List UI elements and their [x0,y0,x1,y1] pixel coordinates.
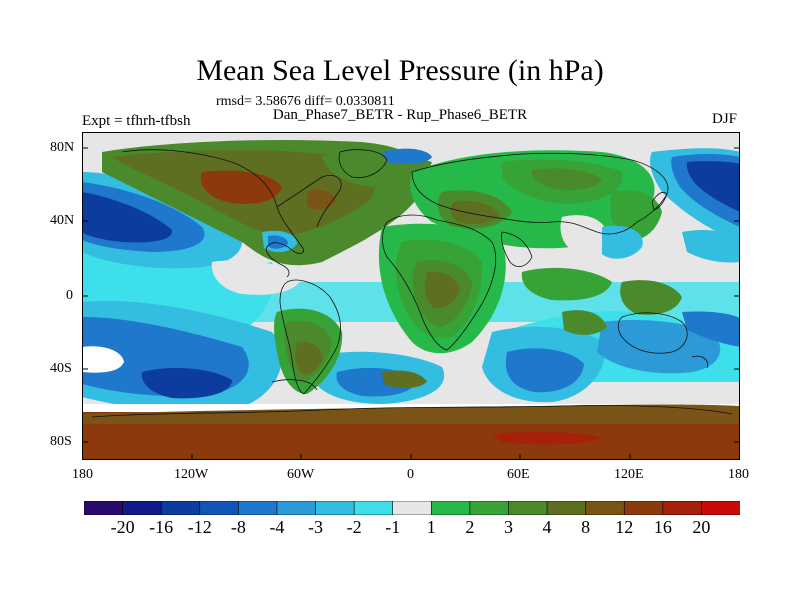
lat-label-40s: 40S [50,361,72,376]
colorbar-label: -2 [346,517,362,537]
coastlines [91,149,733,418]
colorbar-swatch [430,501,471,515]
lon-label-0: 0 [407,467,414,482]
colorbar-swatch [662,501,703,515]
lat-label-40n: 40N [50,213,75,228]
colorbar-label: -1 [385,517,401,537]
colorbar-label: -8 [230,517,246,537]
colorbar-swatch [276,501,317,515]
south-america-outline [279,279,341,395]
colorbar-label: -4 [269,517,285,537]
north-america-east-outline [276,175,342,228]
lat-label-0: 0 [66,288,73,303]
colorbar [84,501,740,515]
colorbar-label: 20 [692,517,711,537]
colorbar-swatch [122,501,162,515]
antarctica-outline [91,405,733,418]
field-layer [82,132,740,460]
statistics-line: rmsd= 3.58676 diff= 0.0330811 [216,94,395,109]
australia-outline [617,312,688,354]
pressure-map [82,132,740,460]
colorbar-swatch [585,501,626,515]
colorbar-label: 12 [615,517,634,537]
lon-label-60w: 60W [287,467,315,482]
colorbar-label: -20 [110,517,135,537]
lon-label-120w: 120W [174,467,209,482]
colorbar-swatch [238,501,278,515]
colorbar-swatch [546,501,587,515]
lon-label-120e: 120E [614,467,644,482]
lat-label-80n: 80N [50,140,75,155]
colorbar-label: -16 [149,517,174,537]
colorbar-label: 4 [542,517,552,537]
patagonia-outline [271,379,318,391]
colorbar-label: 16 [653,517,672,537]
colorbar-swatch [199,501,240,515]
colorbar-swatch [353,501,394,515]
season-label: DJF [712,111,738,127]
colorbar-label: 1 [426,517,436,537]
colorbar-swatch [392,501,433,515]
colorbar-swatch [160,501,201,515]
colorbar-label: 8 [581,517,591,537]
colorbar-swatch [469,501,510,515]
colorbar-swatch [623,501,664,515]
lat-label-80s: 80S [50,434,72,449]
colorbar-label: -12 [187,517,212,537]
colorbar-label: -3 [308,517,324,537]
north-america-outline [121,149,305,278]
lon-label-180w: 180 [72,467,93,482]
experiment-label: Expt = tfhrh-tfbsh [82,113,191,129]
africa-outline [382,214,497,351]
lon-label-60e: 60E [507,467,530,482]
colorbar-swatch [315,501,355,515]
colorbar-label: 3 [503,517,513,537]
subtitle: Dan_Phase7_BETR - Rup_Phase6_BETR [272,107,528,123]
colorbar-swatch [84,501,124,515]
colorbar-swatch [508,501,548,515]
axis-ticks [82,147,740,460]
colorbar-swatch [701,501,740,515]
greenland-outline [338,149,388,179]
plot-title: Mean Sea Level Pressure (in hPa) [196,54,604,87]
japan-outline [651,192,668,211]
colorbar-label: 2 [465,517,475,537]
new-zealand-outline [691,355,709,369]
lon-label-180e: 180 [728,467,749,482]
india-outline [501,231,533,267]
eurasia-outline [411,152,669,235]
